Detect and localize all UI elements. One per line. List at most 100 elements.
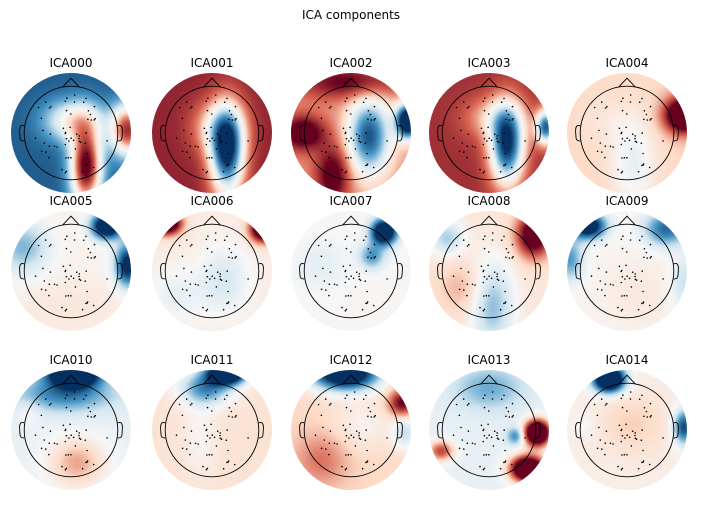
sensor-dot <box>508 257 511 259</box>
sensor-dot <box>49 271 52 273</box>
sensor-dot <box>181 117 184 120</box>
sensor-dot <box>345 137 348 140</box>
sensor-dot <box>609 283 612 286</box>
sensor-dot <box>601 448 603 450</box>
sensor-dot <box>347 294 350 297</box>
sensor-dot <box>626 410 628 412</box>
sensor-dot <box>64 143 67 146</box>
sensor-dot <box>345 275 348 278</box>
sensor-dot <box>328 145 331 147</box>
sensor-dot <box>206 157 208 159</box>
sensor-dot <box>604 404 607 406</box>
sensor-dot <box>207 97 209 99</box>
sensor-dot <box>483 170 486 173</box>
right-ear-outline <box>117 125 123 142</box>
sensor-dot <box>482 238 485 241</box>
sensor-dot <box>373 105 376 108</box>
sensor-dot <box>483 308 486 311</box>
right-ear-outline <box>397 422 403 439</box>
sensor-dot <box>330 402 332 405</box>
sensor-dot <box>86 152 88 155</box>
sensor-dot <box>626 295 628 297</box>
sensor-dot <box>189 245 192 247</box>
sensor-dot <box>65 275 68 278</box>
sensor-dot <box>640 439 643 441</box>
sensor-dot <box>468 105 470 108</box>
sensor-dot <box>336 443 338 445</box>
sensor-dot <box>211 454 213 456</box>
head-outline <box>164 223 260 319</box>
sensor-dot <box>350 137 352 139</box>
field-map <box>567 73 687 193</box>
sensor-dot <box>227 449 229 452</box>
sensor-dot <box>87 248 90 250</box>
sensor-dot <box>205 429 207 432</box>
sensor-dot <box>621 467 624 470</box>
sensor-dot <box>211 275 213 277</box>
head-outline <box>441 85 537 181</box>
left-ear-outline <box>160 422 166 439</box>
sensor-dot <box>492 445 495 447</box>
sensor-dot <box>482 429 484 432</box>
sensor-dot <box>64 309 67 312</box>
topomap <box>567 211 687 331</box>
sensor-dot <box>483 275 486 278</box>
sensor-dot <box>189 283 192 285</box>
component-title: ICA007 <box>329 194 373 208</box>
sensor-dot <box>324 398 327 400</box>
sensor-dot <box>66 97 68 99</box>
sensor-dot <box>228 407 231 409</box>
sensor-dot <box>72 436 75 439</box>
sensor-dot <box>499 467 502 470</box>
sensor-dot <box>216 430 219 432</box>
sensor-dot <box>205 270 207 273</box>
sensor-dot <box>499 308 502 311</box>
sensor-dot <box>452 137 455 139</box>
sensor-dot <box>630 286 633 288</box>
sensor-dot <box>48 283 51 285</box>
right-ear-outline <box>117 422 123 439</box>
sensor-dot <box>181 288 184 291</box>
component-title: ICA002 <box>329 56 373 70</box>
sensor-dot <box>599 142 602 144</box>
sensor-dot <box>183 267 185 270</box>
sensor-dot <box>73 239 76 241</box>
sensor-dot <box>625 264 627 267</box>
sensor-dot <box>635 438 638 440</box>
sensor-dot <box>341 168 343 171</box>
sensor-dot <box>227 460 230 462</box>
sensor-dot <box>462 239 465 241</box>
left-ear-outline <box>160 125 166 142</box>
sensor-dot <box>641 461 643 464</box>
nose-outline <box>342 374 360 385</box>
sensor-dot <box>491 398 494 400</box>
sensor-dot <box>344 281 347 284</box>
sensor-dot <box>364 280 367 282</box>
sensor-dot <box>348 278 350 280</box>
sensor-dot <box>328 442 331 444</box>
sensor-dot <box>64 429 66 432</box>
sensor-dot <box>62 127 65 130</box>
nose-outline <box>342 77 360 88</box>
sensor-dot <box>365 132 367 134</box>
sensor-dot <box>79 438 82 440</box>
sensor-dot <box>70 295 72 297</box>
topomap <box>567 370 687 490</box>
sensor-dot <box>628 436 631 439</box>
sensor-dot <box>367 407 370 409</box>
sensor-dot <box>590 434 593 436</box>
sensor-dot <box>637 467 640 470</box>
sensor-dot <box>373 243 376 246</box>
sensor-dot <box>637 308 640 311</box>
head-outline <box>579 85 675 181</box>
sensor-dot <box>328 404 331 406</box>
sensor-dot <box>604 283 607 285</box>
sensor-dot <box>211 410 213 412</box>
sensor-dot <box>485 294 488 297</box>
sensor-dot <box>620 100 623 103</box>
sensor-dot <box>358 437 361 440</box>
sensor-dot <box>203 265 206 268</box>
sensor-dot <box>641 429 643 431</box>
field-map <box>291 73 411 193</box>
sensor-dot <box>593 403 596 406</box>
